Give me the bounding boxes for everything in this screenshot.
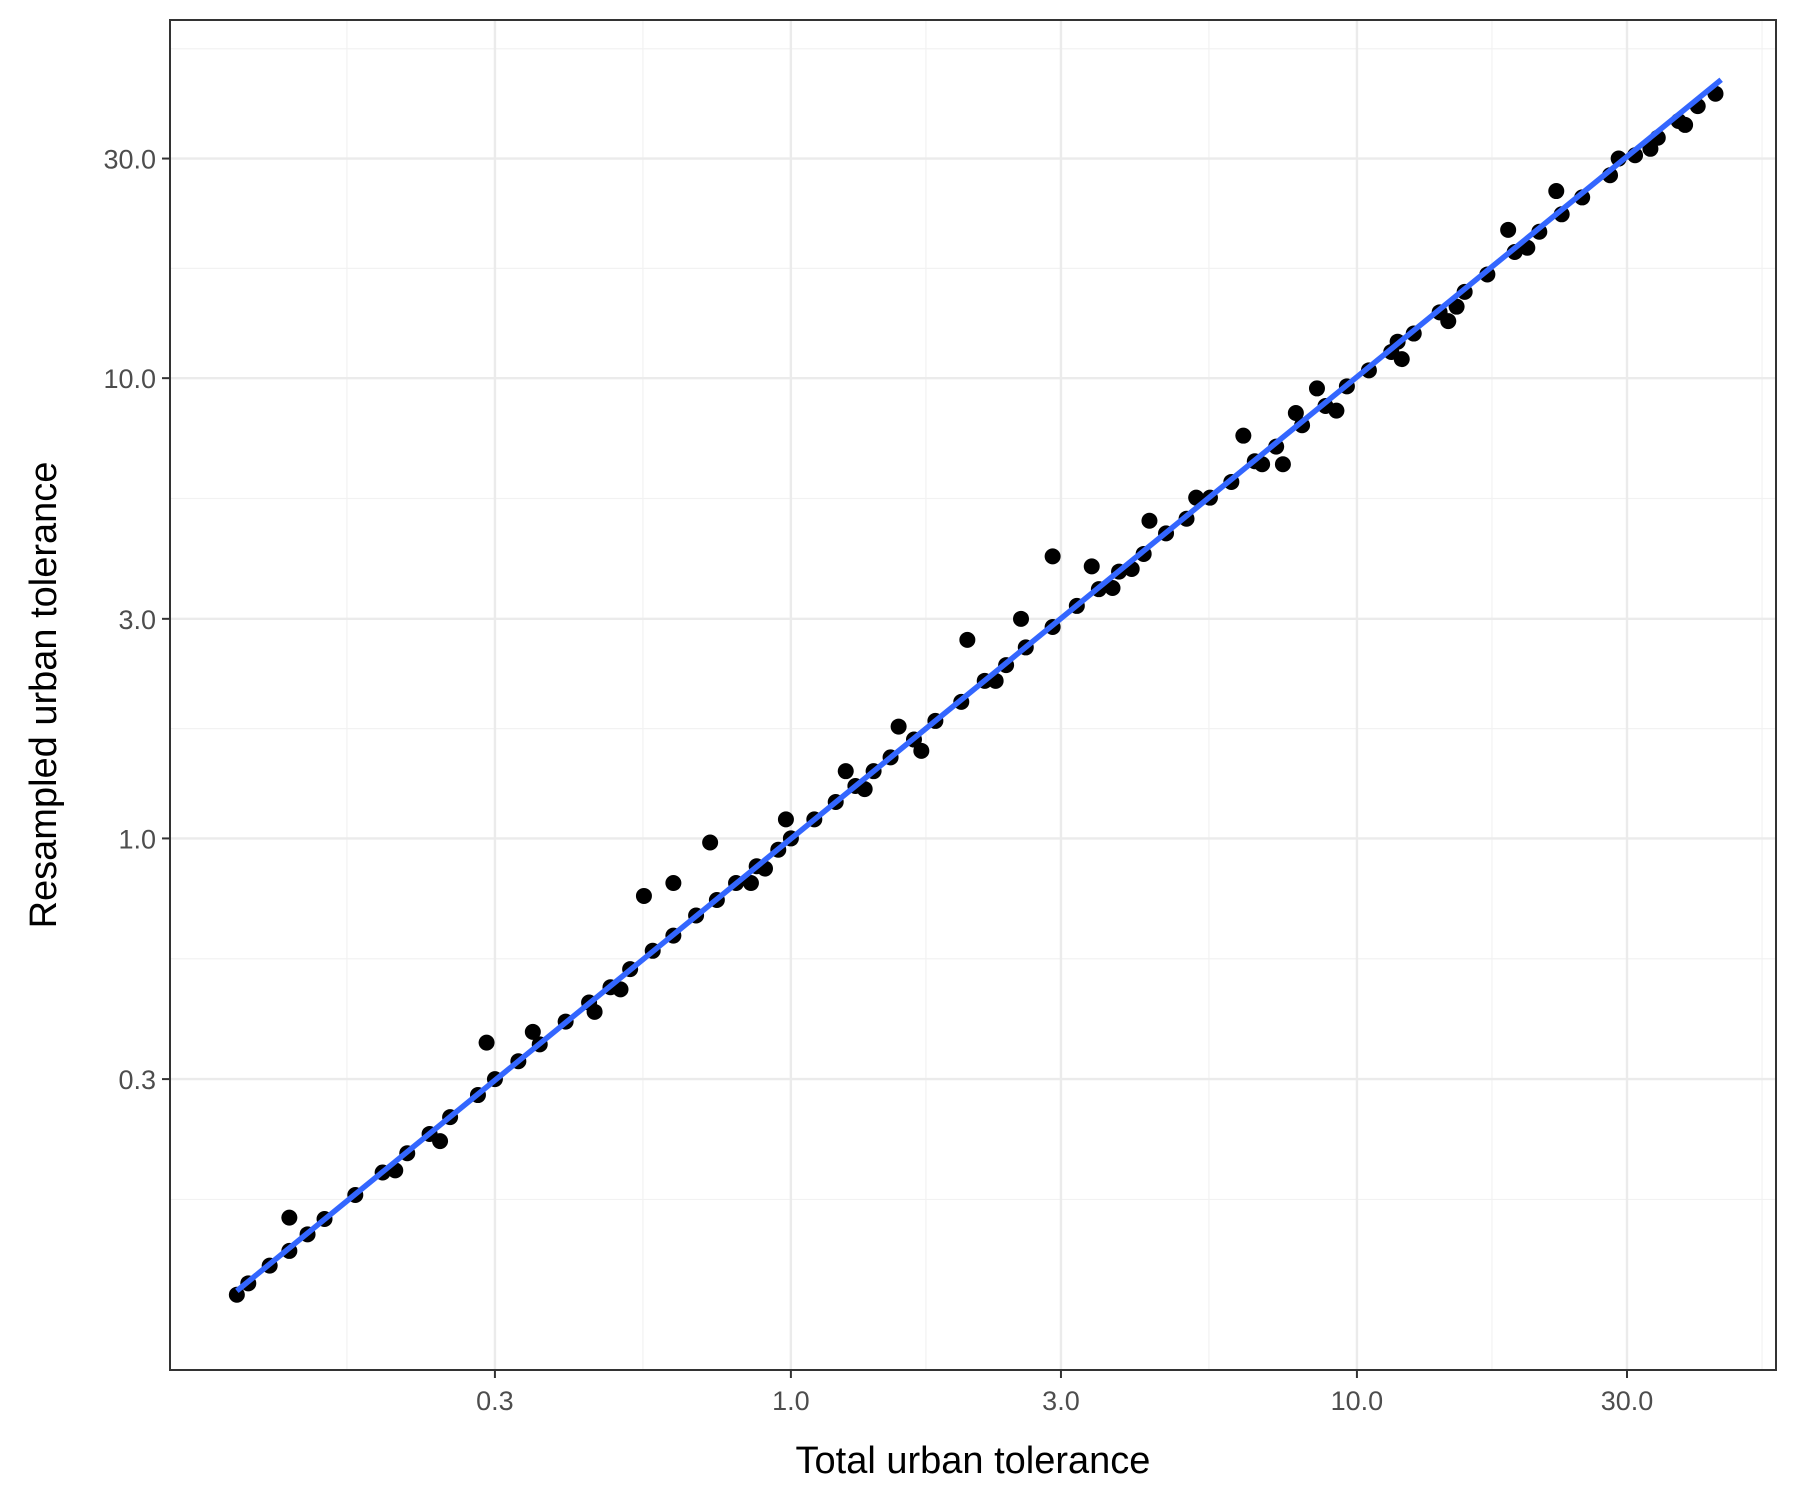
x-tick-label: 1.0 [772,1386,810,1416]
data-point [524,1023,541,1040]
data-point [890,718,907,735]
data-point [702,834,719,851]
y-tick-label: 10.0 [103,364,156,394]
data-point [742,875,759,892]
data-point [432,1133,449,1150]
data-point [1448,298,1465,315]
data-point [1500,221,1517,238]
y-tick-label: 30.0 [103,145,156,175]
data-point [1235,427,1252,444]
data-point [281,1209,298,1226]
data-point [1440,313,1457,330]
y-axis-ticks: 0.3 1.0 3.0 10.0 30.0 [103,145,170,1095]
data-point [1013,610,1030,627]
data-point [777,811,794,828]
fit-line-group [235,77,1723,1293]
x-tick-label: 10.0 [1331,1386,1384,1416]
plot-panel [170,20,1776,1370]
x-tick-label: 0.3 [476,1386,514,1416]
x-tick-label: 3.0 [1042,1386,1080,1416]
data-point [1308,380,1325,397]
plot-border [169,19,1777,1371]
y-tick-label: 3.0 [118,605,156,635]
data-point [612,981,629,998]
data-point [665,875,682,892]
data-point [1104,580,1121,597]
data-point [1274,456,1291,473]
x-axis-title: Total urban tolerance [796,1440,1151,1482]
data-point [1677,116,1694,133]
minor-gridlines [170,20,1776,1370]
data-point [1328,402,1345,419]
data-point [635,887,652,904]
x-axis-ticks: 0.3 1.0 3.0 10.0 30.0 [476,1370,1653,1416]
y-tick-label: 0.3 [118,1065,156,1095]
fit-line [235,77,1723,1293]
data-point [1548,183,1565,200]
data-point [959,631,976,648]
data-point [837,763,854,780]
major-gridlines [170,20,1776,1370]
data-point [1287,405,1304,422]
data-point [1141,512,1158,529]
data-point [1393,351,1410,368]
data-point [1642,140,1659,157]
y-axis-title: Resampled urban tolerance [23,462,65,929]
data-point [1044,548,1061,565]
data-point [478,1034,495,1051]
y-tick-label: 1.0 [118,824,156,854]
x-tick-label: 30.0 [1601,1386,1654,1416]
data-point [586,1003,603,1020]
data-point [1083,558,1100,575]
data-point [913,742,930,759]
